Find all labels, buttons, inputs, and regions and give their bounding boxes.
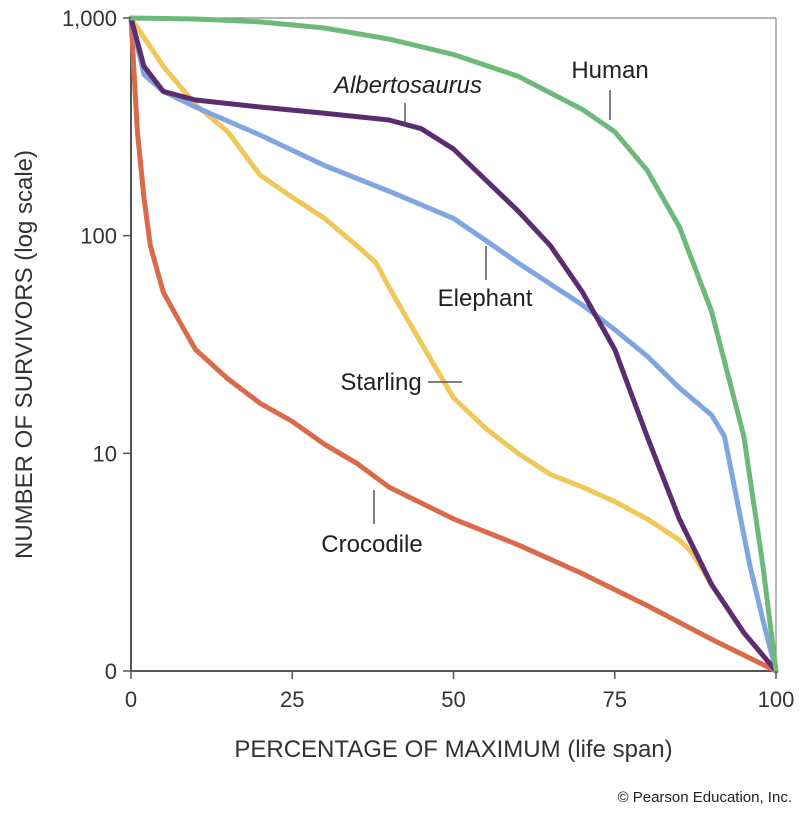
x-tick-label: 100 — [758, 687, 795, 712]
x-tick-label: 0 — [125, 687, 137, 712]
y-axis-title: NUMBER OF SURVIVORS (log scale) — [11, 150, 38, 559]
x-axis-title: PERCENTAGE OF MAXIMUM (life span) — [234, 736, 672, 763]
x-tick-label: 75 — [603, 687, 627, 712]
series-label-elephant: Elephant — [438, 285, 533, 312]
copyright-credit: © Pearson Education, Inc. — [617, 789, 793, 806]
x-axis-ticks: 0 25 50 75 100 — [125, 671, 794, 712]
series-labels: Human Albertosaurus Elephant Starling Crocod… — [321, 57, 648, 558]
series-label-human: Human — [571, 57, 648, 84]
series-line-crocodile — [128, 15, 779, 674]
series-line-albertosaurus — [128, 15, 779, 674]
y-tick-label: 10 — [93, 441, 117, 466]
y-tick-label: 0 — [105, 659, 117, 684]
series-label-starling: Starling — [340, 369, 421, 396]
x-tick-label: 25 — [280, 687, 304, 712]
series-label-crocodile: Crocodile — [321, 531, 422, 558]
x-tick-label: 50 — [441, 687, 465, 712]
series-lines — [128, 15, 779, 674]
y-tick-label: 1,000 — [62, 6, 117, 31]
label-leader-lines — [373, 90, 611, 524]
series-line-human — [128, 15, 779, 674]
y-tick-label: 100 — [80, 224, 117, 249]
plot-frame — [130, 17, 777, 672]
series-line-starling — [128, 15, 779, 674]
series-line-elephant — [128, 15, 779, 674]
series-label-albertosaurus: Albertosaurus — [332, 72, 482, 99]
y-axis-ticks: 0 10 100 1,000 — [62, 6, 131, 684]
